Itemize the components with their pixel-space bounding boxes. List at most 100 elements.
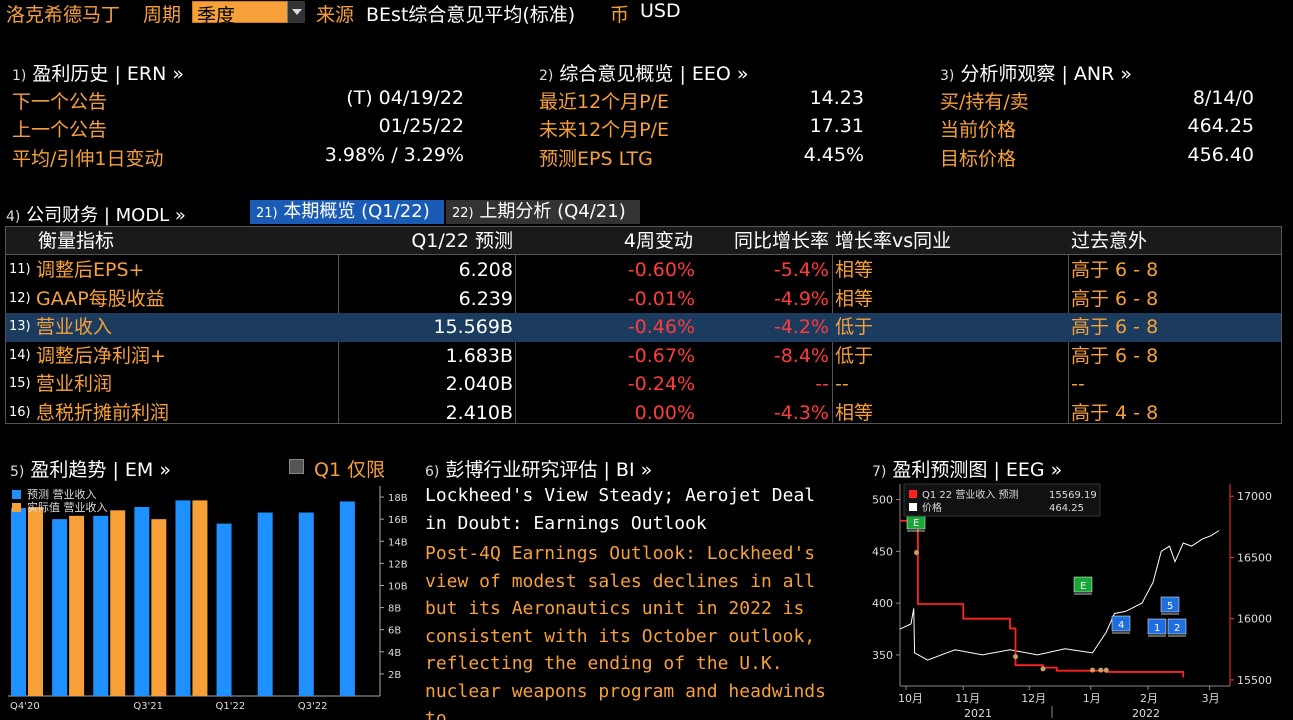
chevron-down-icon[interactable] bbox=[287, 1, 305, 23]
x-tick-label: Q4'20 bbox=[10, 701, 40, 712]
estimate-dot bbox=[1040, 666, 1046, 672]
em-section-title[interactable]: 5) 盈利趋势 | EM » bbox=[10, 455, 171, 482]
x-group-label: 2022 bbox=[1132, 707, 1160, 718]
metrics-table: 衡量指标 Q1/22 预测 4周变动 同比增长率 增长率vs同业 过去意外 11… bbox=[5, 226, 1282, 424]
row-yoy: -8.4% bbox=[773, 344, 829, 367]
table-row[interactable]: 16) 息税折摊前利润 2.410B 0.00% -4.3% 相等 高于 4 - 8 bbox=[6, 399, 1281, 428]
col-vs-peers[interactable]: 增长率vs同业 bbox=[835, 230, 952, 252]
row-4w-change: -0.24% bbox=[627, 373, 695, 395]
legend-estimate-value: 15569.19 bbox=[1049, 490, 1097, 501]
event-marker-label: 2 bbox=[1174, 623, 1180, 634]
eeo-pe-forward-label: 未来12个月P/E bbox=[539, 119, 670, 141]
period-select-value: 季度 bbox=[197, 5, 236, 27]
ern-prev-value: 01/25/22 bbox=[378, 115, 464, 137]
table-row[interactable]: 11) 调整后EPS+ 6.208 -0.60% -5.4% 相等 高于 6 - 8 bbox=[6, 256, 1281, 285]
source-value[interactable]: BEst综合意见平均(标准) bbox=[366, 4, 576, 26]
anr-rating-label: 买/持有/卖 bbox=[940, 91, 1029, 113]
anr-section-title[interactable]: 3) 分析师观察 | ANR » bbox=[940, 59, 1132, 86]
anr-price-value: 464.25 bbox=[1187, 115, 1254, 137]
left-tick-label: 400 bbox=[872, 597, 893, 610]
row-estimate: 15.569B bbox=[433, 316, 513, 338]
eeo-section-title[interactable]: 2) 综合意见概览 | EEO » bbox=[539, 59, 749, 86]
ern-next-value: (T) 04/19/22 bbox=[346, 87, 464, 109]
eeo-pe-trailing-label: 最近12个月P/E bbox=[539, 91, 670, 113]
row-4w-change: -0.60% bbox=[627, 259, 695, 281]
table-row[interactable]: 15) 营业利润 2.040B -0.24% -- -- -- bbox=[6, 370, 1281, 399]
row-metric[interactable]: 营业利润 bbox=[36, 373, 113, 395]
event-marker bbox=[1167, 618, 1187, 635]
col-estimate[interactable]: Q1/22 预测 bbox=[411, 230, 513, 252]
row-metric[interactable]: GAAP每股收益 bbox=[36, 287, 165, 310]
row-metric[interactable]: 息税折摊前利润 bbox=[36, 401, 170, 424]
legend-estimate-label: Q1 22 营业收入 预测 bbox=[922, 488, 1019, 501]
bar-forecast bbox=[11, 508, 26, 696]
col-yoy[interactable]: 同比增长率 bbox=[733, 230, 829, 252]
estimate-dot bbox=[1013, 654, 1018, 660]
modl-section-title[interactable]: 4) 公司财务 | MODL » bbox=[6, 201, 186, 227]
row-surprise[interactable]: 高于 6 - 8 bbox=[1071, 344, 1159, 367]
bi-section-title[interactable]: 6) 彭博行业研究评估 | BI » bbox=[425, 455, 652, 482]
row-metric[interactable]: 调整后净利润+ bbox=[36, 344, 166, 367]
ern-section-title[interactable]: 1) 盈利历史 | ERN » bbox=[12, 59, 184, 86]
anr-num: 3) bbox=[940, 68, 955, 84]
event-marker bbox=[1073, 576, 1093, 593]
row-estimate: 6.208 bbox=[458, 259, 513, 281]
row-estimate: 2.410B bbox=[445, 401, 513, 424]
y-tick-label: 16B bbox=[388, 515, 408, 526]
row-surprise[interactable]: 高于 4 - 8 bbox=[1071, 401, 1159, 424]
eeo-title: 综合意见概览 | EEO » bbox=[559, 63, 749, 85]
y-tick-label: 8B bbox=[388, 604, 401, 615]
event-marker-label: E bbox=[913, 518, 919, 529]
ern-title: 盈利历史 | ERN » bbox=[32, 63, 184, 85]
currency-value[interactable]: USD bbox=[640, 0, 681, 22]
row-surprise[interactable]: 高于 6 - 8 bbox=[1071, 316, 1159, 338]
row-vs-peers: 相等 bbox=[835, 259, 874, 281]
bi-title: 彭博行业研究评估 | BI » bbox=[445, 459, 653, 481]
q1-only-checkbox[interactable] bbox=[289, 459, 304, 474]
table-row[interactable]: 14) 调整后净利润+ 1.683B -0.67% -8.4% 低于 高于 6 - 8 bbox=[6, 342, 1281, 371]
estimate-dot bbox=[914, 550, 919, 556]
eeg-title: 盈利预测图 | EEG » bbox=[892, 459, 1063, 481]
tab-previous-analysis[interactable]: 22) 上期分析 (Q4/21) bbox=[446, 200, 640, 224]
legend-estimate-swatch bbox=[909, 490, 917, 498]
row-metric[interactable]: 营业收入 bbox=[36, 316, 113, 338]
eeo-pe-trailing-value: 14.23 bbox=[809, 87, 864, 109]
legend-price-value: 464.25 bbox=[1049, 503, 1084, 514]
row-surprise[interactable]: 高于 6 - 8 bbox=[1071, 287, 1159, 310]
tab-current-num: 21) bbox=[256, 206, 278, 221]
x-tick-label: 3月 bbox=[1202, 692, 1220, 705]
col-metric[interactable]: 衡量指标 bbox=[38, 230, 115, 252]
row-metric[interactable]: 调整后EPS+ bbox=[36, 259, 145, 281]
ern-avg-value: 3.98% / 3.29% bbox=[324, 144, 464, 166]
bar-actual bbox=[69, 515, 85, 696]
bar-forecast bbox=[339, 501, 355, 696]
legend-price-swatch bbox=[909, 503, 917, 511]
legend-price-label: 价格 bbox=[922, 501, 942, 514]
table-header: 衡量指标 Q1/22 预测 4周变动 同比增长率 增长率vs同业 过去意外 bbox=[6, 227, 1281, 255]
row-surprise[interactable]: 高于 6 - 8 bbox=[1071, 259, 1159, 281]
x-tick-label: 12月 bbox=[1021, 692, 1046, 705]
x-tick-label: Q1'22 bbox=[216, 701, 246, 712]
tab-current-overview[interactable]: 21) 本期概览 (Q1/22) bbox=[250, 200, 444, 224]
legend-actual-swatch bbox=[12, 503, 21, 512]
table-row[interactable]: 12) GAAP每股收益 6.239 -0.01% -4.9% 相等 高于 6 - 8 bbox=[6, 285, 1281, 314]
eeo-num: 2) bbox=[539, 68, 554, 84]
row-vs-peers: 低于 bbox=[835, 316, 874, 338]
period-select[interactable]: 季度 bbox=[192, 1, 304, 27]
anr-target-value: 456.40 bbox=[1187, 144, 1254, 166]
table-row[interactable]: 13) 营业收入 15.569B -0.46% -4.2% 低于 高于 6 - 8 bbox=[6, 313, 1281, 342]
col-4w-change[interactable]: 4周变动 bbox=[623, 230, 693, 252]
col-surprise[interactable]: 过去意外 bbox=[1071, 230, 1148, 252]
tab-previous-label: 上期分析 (Q4/21) bbox=[479, 201, 626, 222]
x-tick-label: Q3'22 bbox=[298, 701, 328, 712]
eeg-section-title[interactable]: 7) 盈利预测图 | EEG » bbox=[872, 455, 1062, 482]
right-tick-label: 16000 bbox=[1237, 613, 1272, 626]
bi-headline[interactable]: Lockheed's View Steady; Aerojet Deal in … bbox=[425, 485, 816, 534]
legend-forecast-label: 预测 营业收入 bbox=[27, 487, 97, 501]
bar-actual bbox=[110, 510, 126, 696]
row-surprise[interactable]: -- bbox=[1071, 373, 1085, 395]
q1-only-label[interactable]: Q1 仅限 bbox=[314, 459, 386, 481]
event-marker-label: E bbox=[1080, 581, 1086, 592]
right-tick-label: 15500 bbox=[1237, 674, 1272, 687]
